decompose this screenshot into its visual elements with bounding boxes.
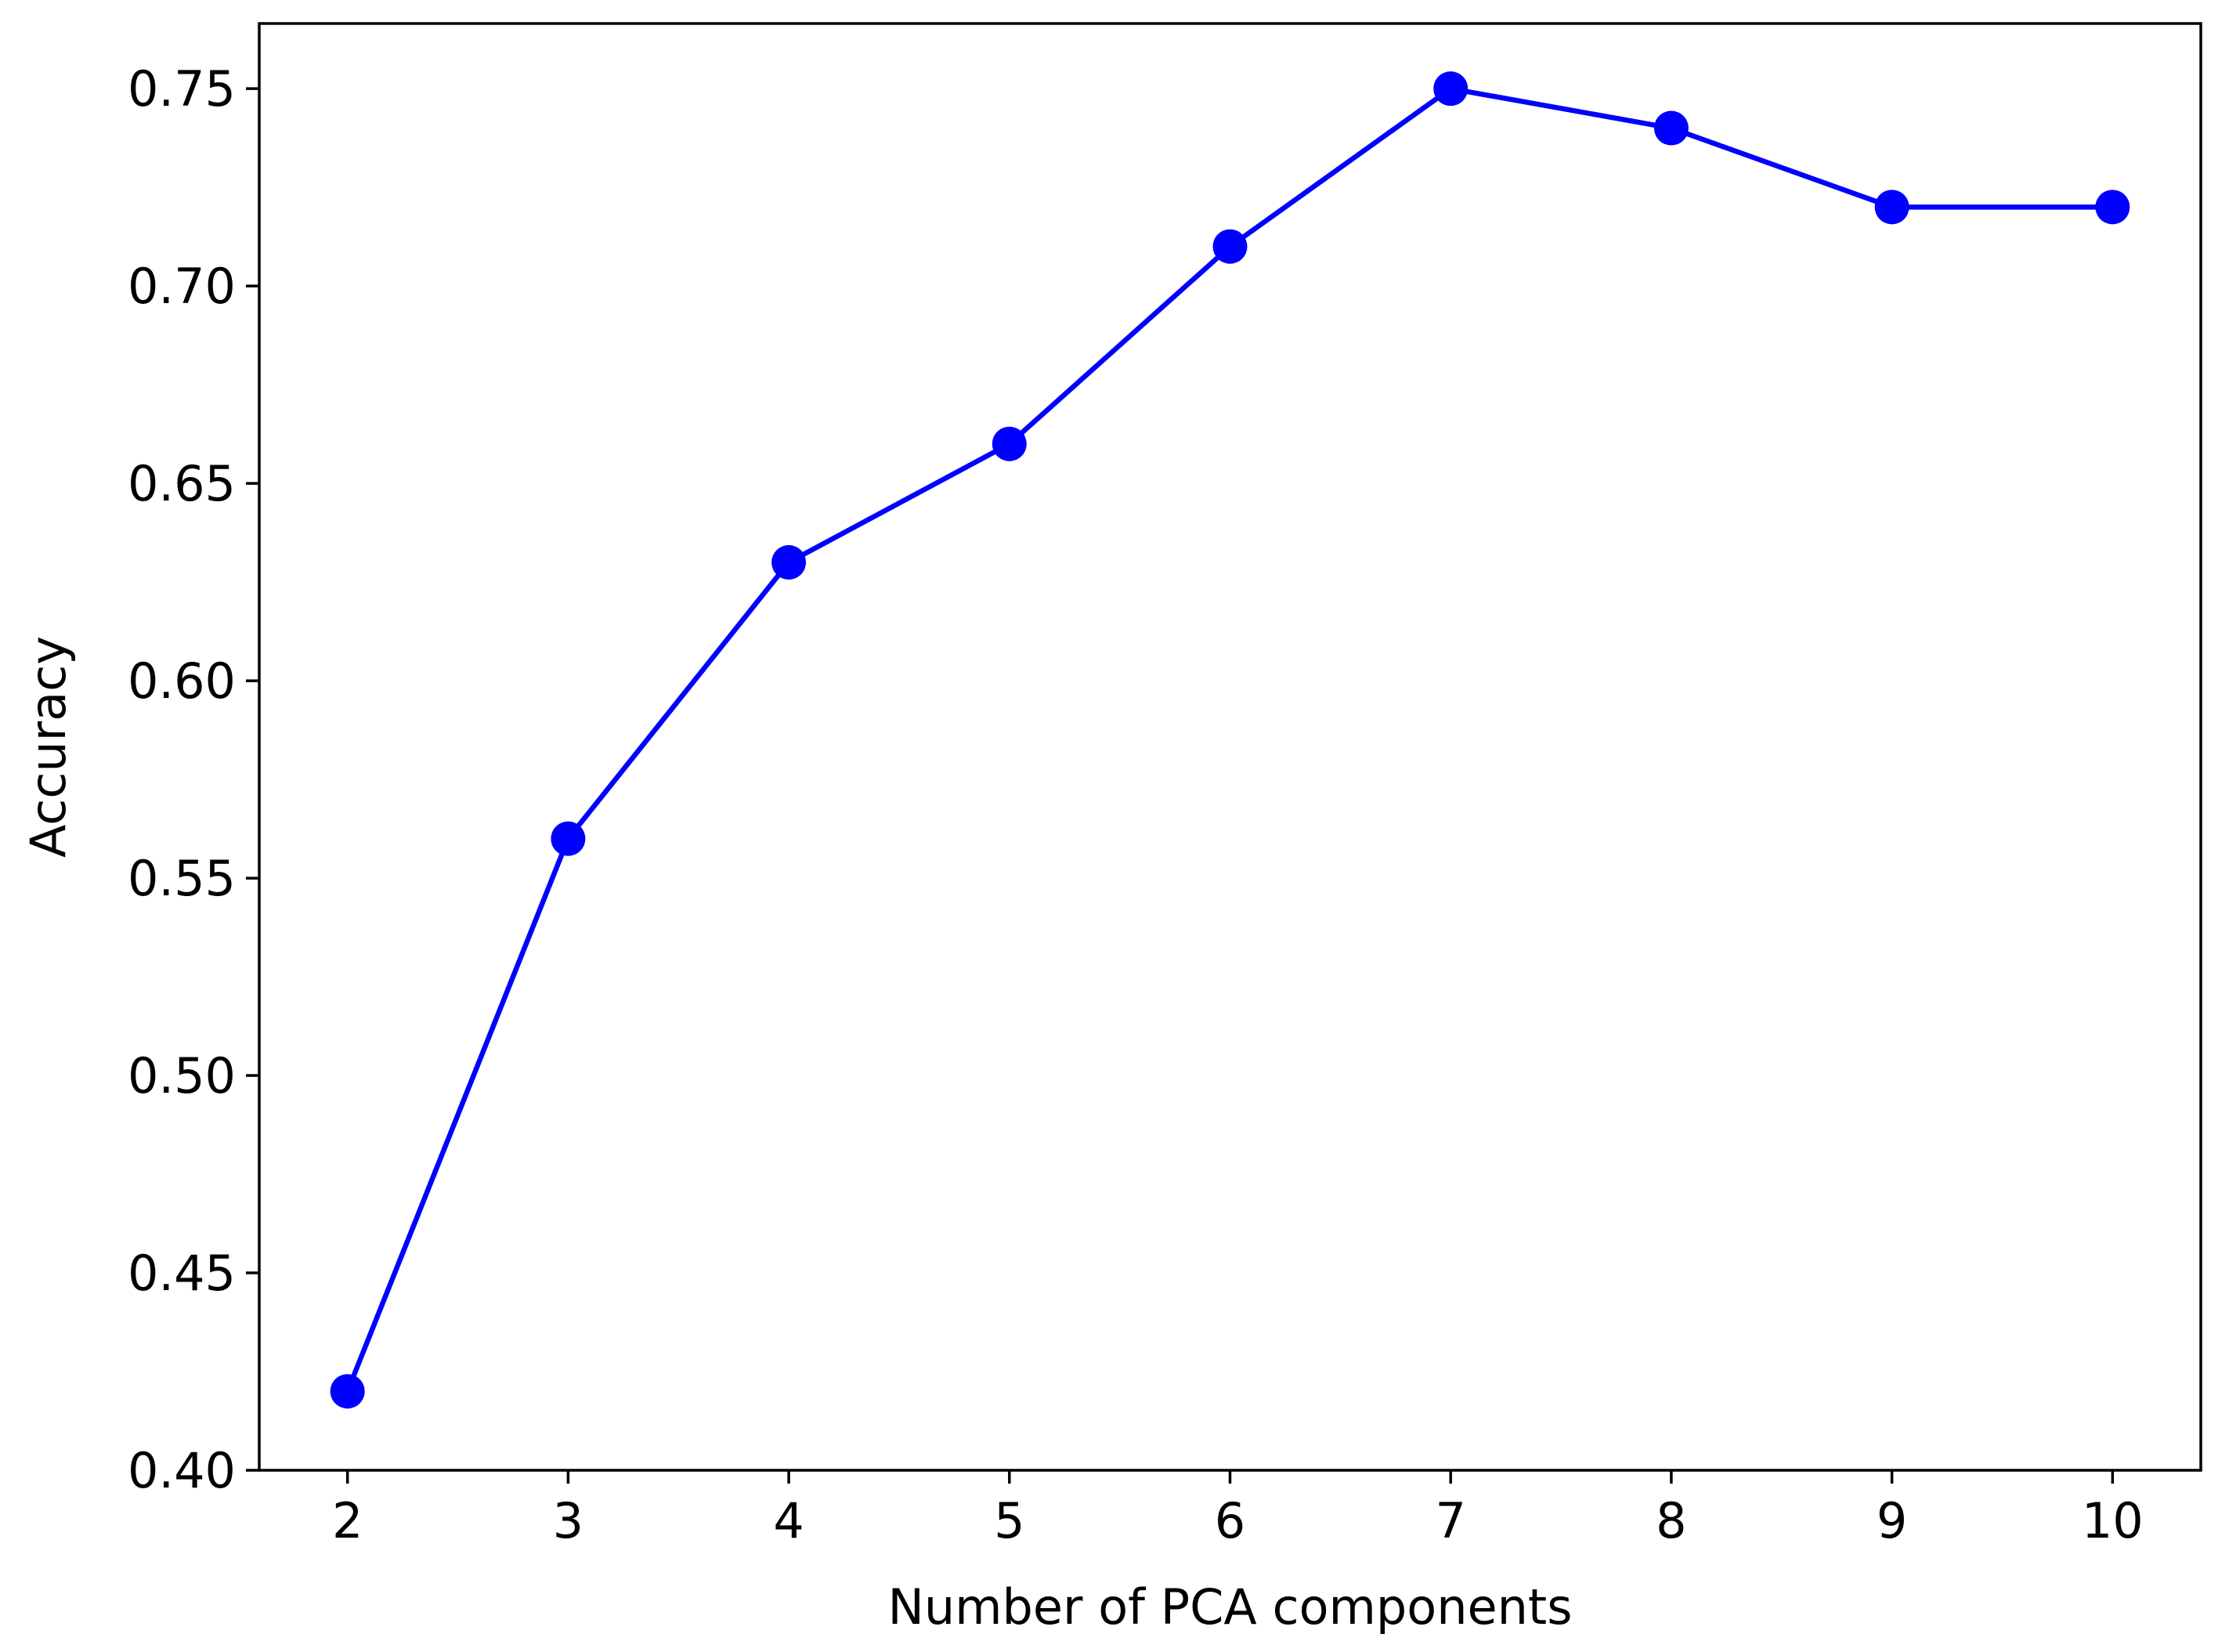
data-point	[1653, 110, 1689, 146]
x-axis-title: Number of PCA components	[887, 1578, 1572, 1636]
y-tick-label: 0.60	[128, 652, 236, 710]
y-tick-label: 0.50	[128, 1047, 236, 1104]
y-tick-label: 0.55	[128, 850, 236, 907]
x-tick-label: 6	[1215, 1492, 1245, 1549]
y-tick-label: 0.40	[128, 1442, 236, 1499]
x-axis: 2 3 4 5 6 7 8 9 10	[332, 1470, 2144, 1549]
y-tick-label: 0.65	[128, 455, 236, 512]
x-tick-label: 7	[1435, 1492, 1465, 1549]
data-point	[992, 426, 1027, 461]
data-point	[2095, 190, 2130, 225]
data-point	[1433, 71, 1469, 107]
data-point	[330, 1374, 365, 1409]
y-axis-title: Accuracy	[20, 636, 77, 858]
x-tick-label: 10	[2082, 1492, 2144, 1549]
y-tick-label: 0.75	[128, 60, 236, 117]
x-tick-label: 9	[1877, 1492, 1907, 1549]
y-tick-label: 0.70	[128, 258, 236, 315]
x-tick-label: 8	[1656, 1492, 1686, 1549]
data-point	[1212, 229, 1248, 264]
data-point	[1874, 190, 1909, 225]
y-axis: 0.40 0.45 0.50 0.55 0.60 0.65 0.70 0.75	[128, 60, 259, 1499]
x-tick-label: 2	[332, 1492, 363, 1549]
data-point	[771, 544, 807, 580]
x-tick-label: 4	[773, 1492, 804, 1549]
series-layer	[330, 71, 2130, 1409]
x-tick-label: 3	[553, 1492, 583, 1549]
series-line	[345, 85, 2115, 1394]
y-tick-label: 0.45	[128, 1245, 236, 1302]
x-tick-label: 5	[994, 1492, 1024, 1549]
data-point	[551, 821, 586, 856]
